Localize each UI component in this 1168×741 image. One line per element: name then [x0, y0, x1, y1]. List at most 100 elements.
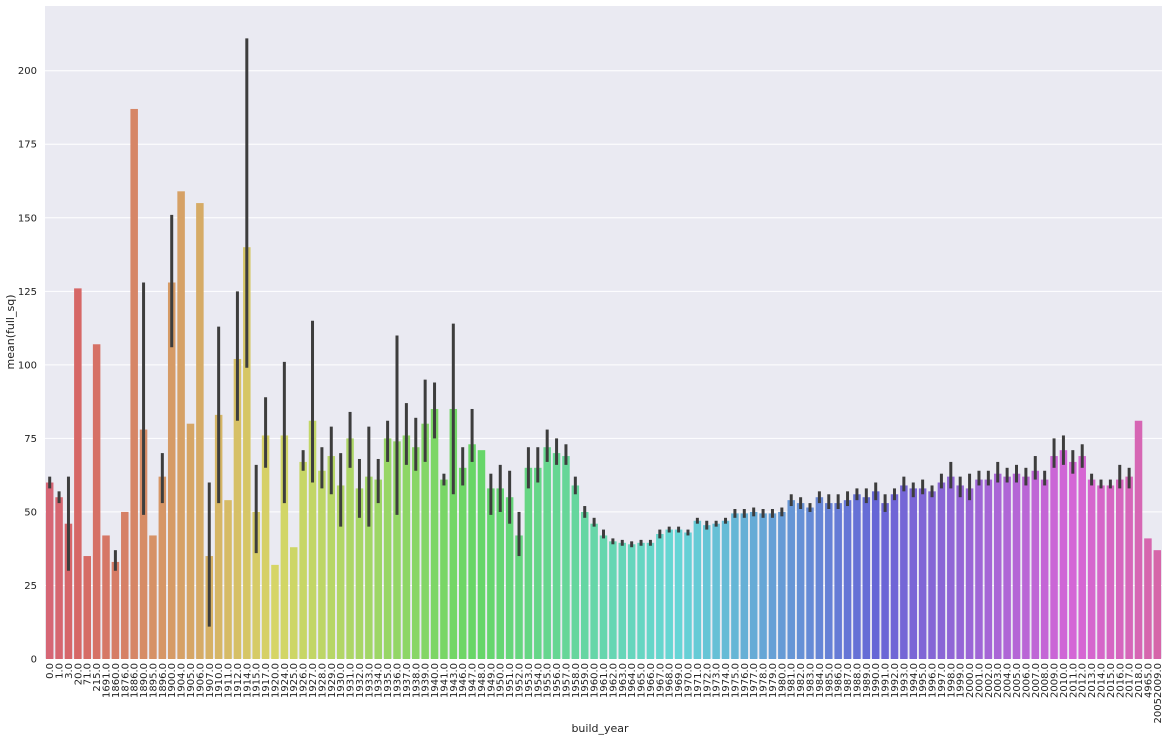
x-tick-label: 2010.0 — [1059, 663, 1070, 698]
bar — [1069, 461, 1077, 659]
x-tick-label: 1976.0 — [740, 663, 751, 698]
x-tick-label: 1970.0 — [683, 663, 694, 698]
bar — [853, 494, 861, 659]
x-tick-label: 1997.0 — [937, 663, 948, 698]
x-tick-label: 1895.0 — [148, 663, 159, 698]
x-tick-label: 1937.0 — [402, 663, 413, 698]
x-tick-label: 1982.0 — [796, 663, 807, 698]
bar — [1097, 485, 1105, 659]
x-tick-label: 1968.0 — [665, 663, 676, 698]
bar — [975, 479, 983, 659]
bar — [947, 476, 955, 659]
x-tick-label: 1956.0 — [552, 663, 563, 698]
bar — [92, 344, 101, 659]
bar — [167, 282, 176, 659]
bar — [149, 535, 157, 659]
x-tick-label: 1964.0 — [627, 663, 638, 698]
bar — [759, 513, 767, 659]
x-tick-label: 1991.0 — [881, 663, 892, 698]
bar — [806, 507, 814, 659]
bar — [590, 523, 598, 659]
x-tick-label: 1938.0 — [411, 663, 422, 698]
bar — [83, 556, 91, 659]
x-tick-label: 1896.0 — [158, 663, 169, 698]
bar — [815, 497, 824, 659]
bar — [787, 500, 795, 659]
x-tick-label: 1967.0 — [655, 663, 666, 698]
bar — [196, 203, 204, 659]
bar — [186, 423, 195, 659]
x-tick-label: 1940.0 — [430, 663, 441, 698]
x-tick-label: 1984.0 — [815, 663, 826, 698]
bar — [271, 564, 279, 659]
bar — [656, 533, 664, 659]
y-tick-label: 75 — [24, 434, 37, 445]
bar — [749, 511, 758, 659]
x-tick-label: 1907.0 — [205, 663, 216, 698]
x-tick-label: 1912.0 — [233, 663, 244, 698]
bar — [252, 511, 260, 659]
x-tick-label: 1915.0 — [252, 663, 263, 698]
bar — [993, 473, 1002, 659]
x-tick-label: 1961.0 — [599, 663, 610, 698]
x-tick-label: 1933.0 — [364, 663, 375, 698]
bar — [881, 503, 889, 659]
bar — [796, 503, 805, 659]
x-axis-label: build_year — [571, 722, 629, 735]
x-tick-label: 1992.0 — [890, 663, 901, 698]
bar — [1106, 485, 1115, 659]
x-tick-label: 1926.0 — [299, 663, 310, 698]
x-tick-label: 1988.0 — [852, 663, 863, 698]
x-tick-label: 1691.0 — [102, 663, 113, 698]
x-tick-label: 2012.0 — [1078, 663, 1089, 698]
x-tick-label: 1924.0 — [280, 663, 291, 698]
x-tick-label: 1975.0 — [730, 663, 741, 698]
x-tick-label: 1977.0 — [749, 663, 760, 698]
bar — [909, 488, 918, 659]
bar — [684, 532, 692, 659]
bar — [458, 467, 467, 659]
x-tick-label: 1955.0 — [543, 663, 554, 698]
x-tick-label: 1965.0 — [637, 663, 648, 698]
bar — [965, 488, 974, 659]
bar — [158, 476, 167, 659]
x-tick-label: 1962.0 — [608, 663, 619, 698]
bar — [740, 513, 749, 659]
bar — [768, 513, 777, 659]
bar — [496, 488, 505, 659]
bar — [224, 500, 232, 659]
x-tick-label: 4965.0 — [1143, 663, 1154, 698]
bar — [918, 488, 927, 659]
bar — [177, 191, 185, 660]
bar — [477, 450, 486, 659]
bar — [712, 523, 720, 659]
x-tick-label: 1996.0 — [928, 663, 939, 698]
x-tick-label: 1900.0 — [167, 663, 178, 698]
bar — [430, 408, 439, 659]
bar — [336, 485, 345, 659]
x-tick-label: 2003.0 — [993, 663, 1004, 698]
bar — [1059, 450, 1068, 659]
bar — [289, 547, 298, 659]
bar — [1078, 456, 1086, 659]
x-tick-label: 1930.0 — [336, 663, 347, 698]
x-tick-label: 1998.0 — [946, 663, 957, 698]
bar — [871, 491, 880, 659]
bar — [674, 529, 683, 659]
x-tick-label: 1925.0 — [289, 663, 300, 698]
x-tick-label: 1905.0 — [186, 663, 197, 698]
bar — [900, 485, 908, 659]
bar — [487, 488, 495, 659]
x-tick-label: 1920.0 — [270, 663, 281, 698]
bar — [318, 470, 326, 659]
x-tick-label: 2013.0 — [1087, 663, 1098, 698]
x-tick-label: 2004.0 — [1003, 663, 1014, 698]
x-tick-label: 1949.0 — [486, 663, 497, 698]
bar — [45, 482, 54, 659]
x-tick-label: 1943.0 — [449, 663, 460, 698]
bar — [1144, 538, 1152, 659]
x-tick-label: 1939.0 — [421, 663, 432, 698]
x-tick-label: 1890.0 — [139, 663, 150, 698]
bar — [618, 542, 627, 659]
bar — [440, 479, 448, 659]
